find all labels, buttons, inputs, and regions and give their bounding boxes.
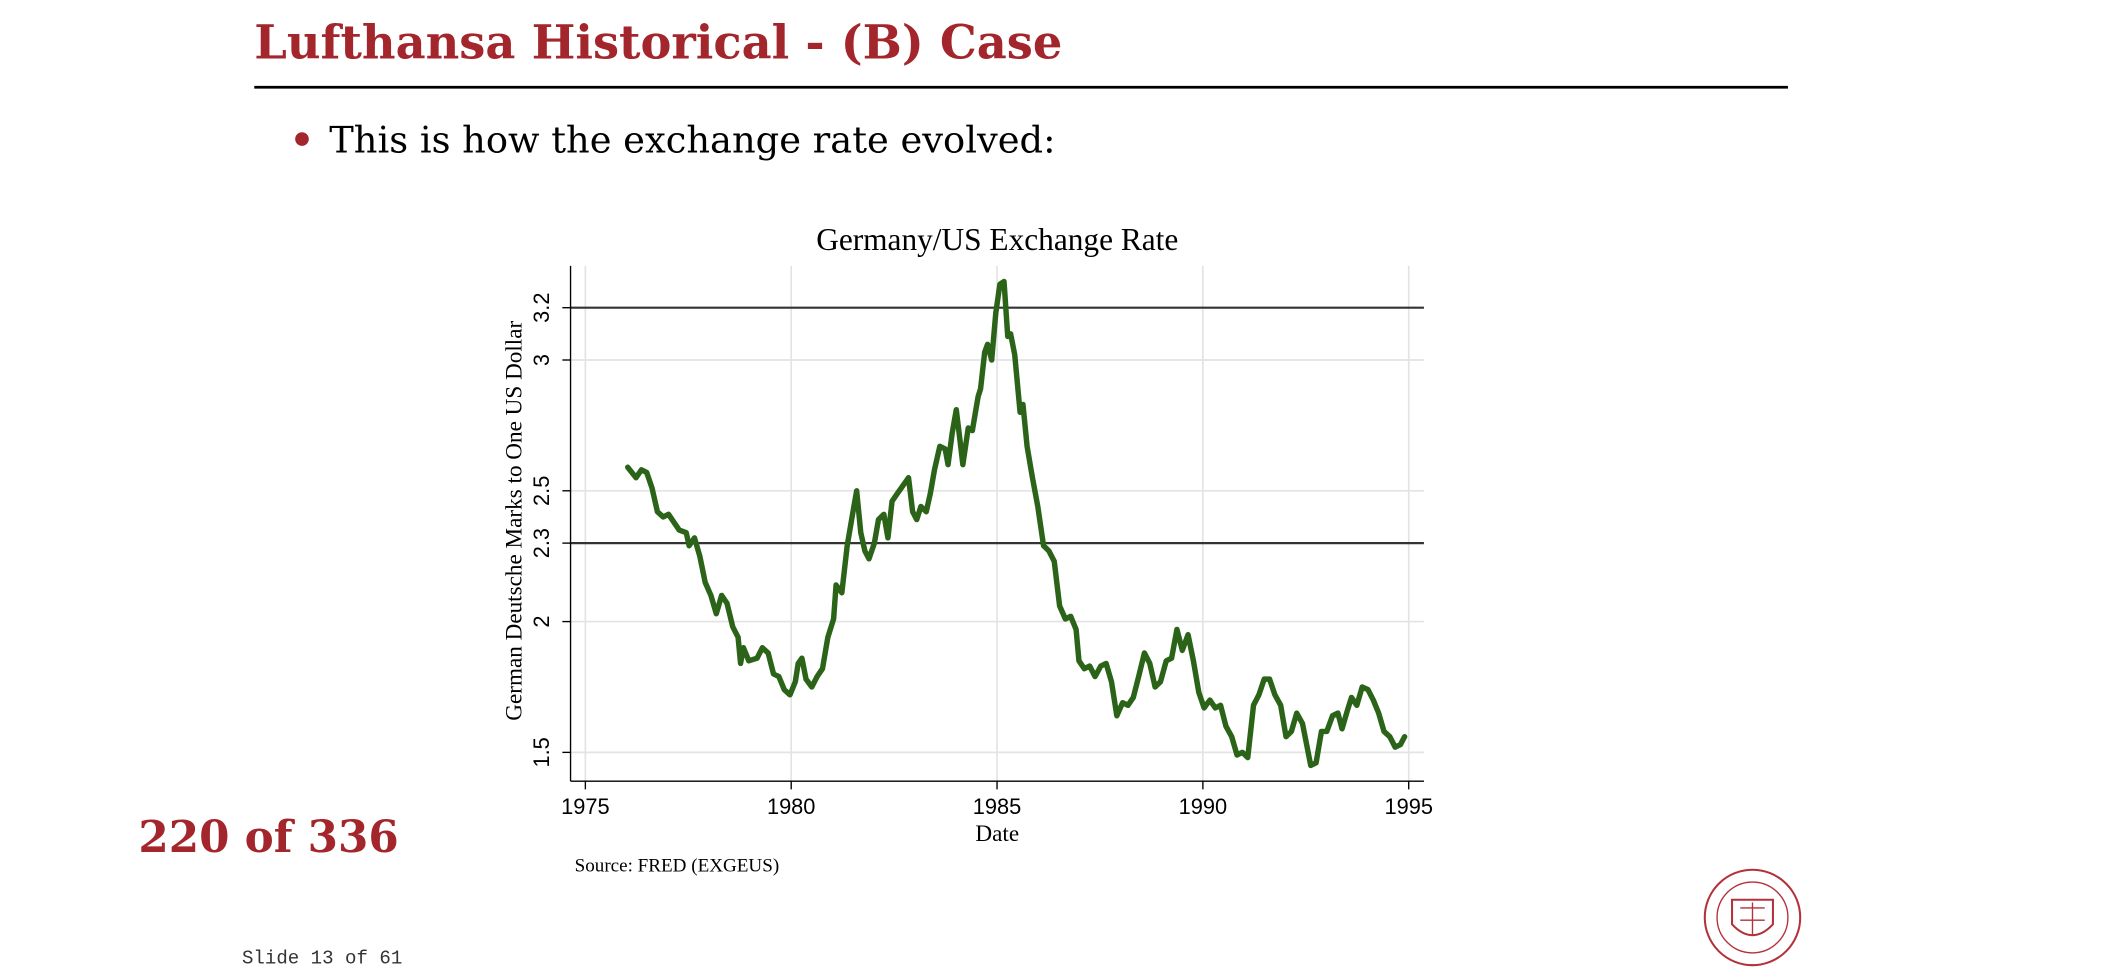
bullet-text: This is how the exchange rate evolved: [329, 119, 1055, 162]
chart-title: Germany/US Exchange Rate [816, 222, 1178, 257]
y-tick-label: 1.5 [529, 737, 554, 767]
slide-title: Lufthansa Historical - (B) Case [254, 14, 1062, 69]
x-axis-label: Date [975, 821, 1019, 847]
slide-footer: Slide 13 of 61 [242, 947, 402, 969]
series-line [625, 278, 1408, 769]
x-tick-label: 1980 [767, 794, 816, 819]
university-seal [1703, 868, 1802, 967]
x-tick-label: 1975 [561, 794, 610, 819]
plot: 1975 1980 1985 1990 1995 1.5 2 2.3 2.5 3 3.2 [529, 265, 1433, 819]
x-tick-label: 1985 [973, 794, 1022, 819]
y-tick-label: 2 [529, 616, 554, 628]
x-tick-label: 1995 [1384, 794, 1433, 819]
y-tick-label: 2.3 [529, 528, 554, 558]
chart-source: Source: FRED (EXGEUS) [575, 855, 780, 876]
y-tick-label: 3.2 [529, 293, 554, 323]
y-tick-label: 3 [529, 354, 554, 366]
bullet-dot [295, 132, 309, 146]
y-axis-label: German Deutsche Marks to One US Dollar [501, 320, 527, 720]
slide-counter: 220 of 336 [138, 812, 398, 863]
x-tick-label: 1990 [1179, 794, 1228, 819]
y-tick-label: 2.5 [529, 476, 554, 506]
